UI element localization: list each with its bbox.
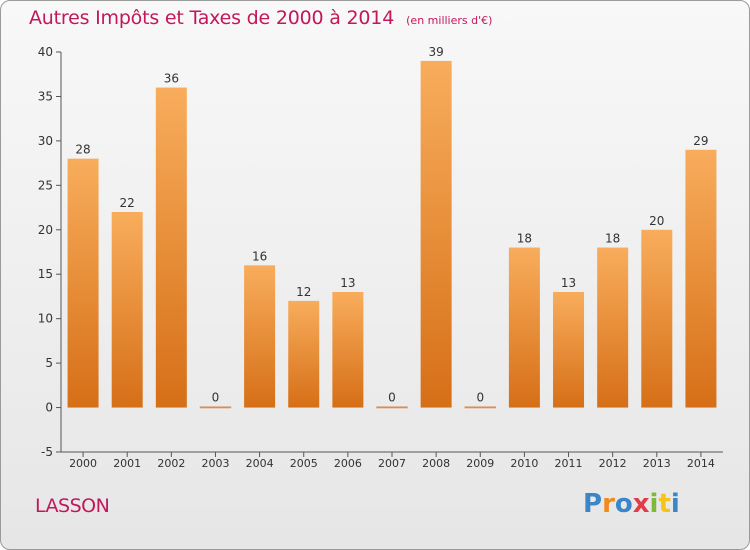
y-tick-label: 35 xyxy=(38,89,53,103)
bar xyxy=(508,247,540,408)
logo-letter: i xyxy=(649,489,659,519)
bar-value-label: 18 xyxy=(517,232,532,246)
bar xyxy=(244,265,276,408)
y-tick-label: 0 xyxy=(45,401,53,415)
x-tick-label: 2005 xyxy=(290,457,318,470)
chart-title: Autres Impôts et Taxes de 2000 à 2014 xyxy=(29,7,395,29)
bar xyxy=(199,406,232,409)
bar xyxy=(288,300,320,408)
chart-title-block: Autres Impôts et Taxes de 2000 à 2014 (e… xyxy=(29,7,492,29)
bar-value-label: 0 xyxy=(388,391,396,405)
town-name: LASSON xyxy=(35,495,110,517)
bar-value-label: 22 xyxy=(120,196,135,210)
bar xyxy=(597,247,629,408)
x-tick-label: 2000 xyxy=(69,457,97,470)
bar xyxy=(420,60,452,408)
chart-unit-note: (en milliers d'€) xyxy=(406,14,493,27)
x-tick-label: 2001 xyxy=(113,457,141,470)
x-tick-label: 2004 xyxy=(246,457,274,470)
y-tick-label: 20 xyxy=(38,223,53,237)
x-tick-label: 2006 xyxy=(334,457,362,470)
bar-value-label: 36 xyxy=(164,72,179,86)
bar-value-label: 39 xyxy=(428,45,443,59)
bar-value-label: 0 xyxy=(476,391,484,405)
y-tick-label: -5 xyxy=(41,445,53,459)
y-tick-label: 30 xyxy=(38,134,53,148)
bar-value-label: 12 xyxy=(296,285,311,299)
bar xyxy=(111,212,143,408)
x-tick-label: 2003 xyxy=(201,457,229,470)
x-tick-label: 2009 xyxy=(466,457,494,470)
x-tick-label: 2007 xyxy=(378,457,406,470)
x-tick-label: 2002 xyxy=(157,457,185,470)
x-tick-label: 2013 xyxy=(643,457,671,470)
y-tick-label: 15 xyxy=(38,267,53,281)
bar xyxy=(155,87,187,408)
x-tick-label: 2010 xyxy=(510,457,538,470)
proxiti-logo[interactable]: Proxiti xyxy=(583,489,680,519)
logo-letter: x xyxy=(632,489,650,519)
bar-value-label: 29 xyxy=(693,134,708,148)
x-tick-label: 2012 xyxy=(599,457,627,470)
x-tick-label: 2008 xyxy=(422,457,450,470)
bar-value-label: 13 xyxy=(561,276,576,290)
y-tick-label: 25 xyxy=(38,178,53,192)
logo-letter: P xyxy=(583,489,603,519)
y-tick-label: 40 xyxy=(38,45,53,59)
bar-value-label: 0 xyxy=(212,391,220,405)
y-tick-label: 5 xyxy=(45,356,53,370)
bar xyxy=(641,229,673,408)
bar xyxy=(67,158,99,408)
logo-letter: t xyxy=(658,489,671,519)
bar-value-label: 20 xyxy=(649,214,664,228)
bar-value-label: 28 xyxy=(75,143,90,157)
logo-letter: o xyxy=(614,489,633,519)
x-tick-label: 2014 xyxy=(687,457,715,470)
logo-letter: i xyxy=(670,489,680,519)
bar xyxy=(464,406,497,409)
bar-value-label: 13 xyxy=(340,276,355,290)
y-tick-label: 10 xyxy=(38,312,53,326)
bar-value-label: 18 xyxy=(605,232,620,246)
x-tick-label: 2011 xyxy=(555,457,583,470)
logo-letter: r xyxy=(602,489,615,519)
bar xyxy=(376,406,408,409)
bar xyxy=(553,292,585,408)
bar xyxy=(332,292,364,408)
bar xyxy=(685,149,717,408)
bar-value-label: 16 xyxy=(252,249,267,263)
